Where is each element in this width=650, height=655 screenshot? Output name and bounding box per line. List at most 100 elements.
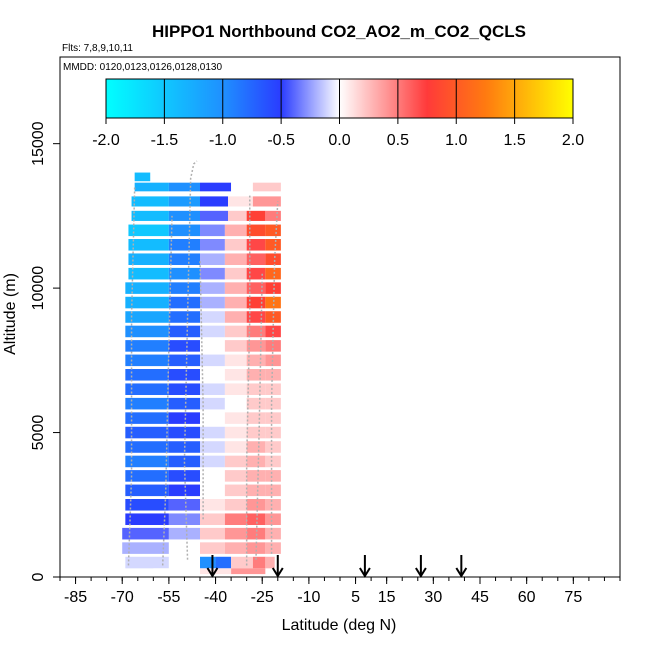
heatmap-cell [246, 224, 266, 237]
heatmap-cell [265, 426, 281, 439]
flight-track [161, 215, 173, 566]
heatmap-cell [200, 253, 225, 265]
heatmap-cell [265, 325, 281, 338]
x-tick-label: 5 [351, 589, 360, 606]
heatmap-cell [265, 542, 281, 554]
heatmap-cell [200, 239, 225, 251]
heatmap-cell [125, 412, 169, 424]
heatmap-cell [252, 182, 281, 192]
heatmap-cell [224, 340, 247, 352]
heatmap-cell [224, 282, 247, 294]
heatmap-cell [168, 542, 200, 554]
colorbar-tick-label: 1.0 [445, 132, 467, 149]
x-axis-title: Latitude (deg N) [282, 617, 397, 634]
heatmap-cell [252, 556, 266, 569]
x-tick-label: 60 [518, 589, 536, 606]
heatmap-cell [224, 441, 247, 453]
colorbar-tick-label: -1.0 [209, 132, 237, 149]
colorbar-tick-label: 2.0 [562, 132, 584, 149]
y-tick-label: 0 [30, 572, 47, 581]
heatmap-cell [224, 527, 247, 540]
heatmap-cell [134, 172, 151, 182]
heatmap-cell [125, 513, 169, 525]
colorbar-tick-label: 1.5 [504, 132, 526, 149]
heatmap-cell [200, 311, 225, 323]
heatmap-cell [246, 484, 266, 497]
heatmap-cell [246, 267, 266, 280]
heatmap-cell [168, 412, 200, 424]
heatmap-cell [265, 397, 281, 410]
heatmap-cell [125, 455, 169, 468]
heatmap-cell [246, 239, 266, 251]
heatmap-cell [168, 210, 200, 221]
heatmap-cell [246, 354, 266, 367]
heatmap-cell [265, 441, 281, 453]
profile-arrow-head [206, 567, 219, 578]
heatmap-cell [125, 325, 169, 338]
heatmap-cell [215, 556, 232, 569]
heatmap-cell [125, 369, 169, 381]
heatmap-cell [224, 513, 247, 525]
heatmap-cell [246, 383, 266, 395]
heatmap-cell [200, 426, 225, 439]
heatmap-cell [125, 296, 169, 309]
heatmap-cell [224, 412, 247, 424]
heatmap-cell [128, 267, 169, 280]
heatmap-cell [125, 426, 169, 439]
x-tick-label: 15 [378, 589, 396, 606]
colorbar-tick-label: -1.5 [151, 132, 179, 149]
heatmap-cell [246, 470, 266, 482]
heatmap-cell [125, 354, 169, 367]
heatmap-cell [224, 311, 247, 323]
profile-arrow-head [359, 567, 371, 578]
heatmap-cell [200, 282, 225, 294]
heatmap-cell [246, 412, 266, 424]
heatmap-cell [122, 542, 169, 554]
heatmap-cell [200, 412, 225, 424]
heatmap-cell [265, 369, 281, 381]
heatmap-cell [246, 210, 266, 221]
heatmap-cell [168, 484, 200, 497]
heatmap-cell [228, 196, 253, 207]
heatmap-cell [168, 354, 200, 367]
heatmap-cell [224, 239, 247, 251]
heatmap-cell [246, 253, 266, 265]
heatmap-cell [200, 484, 225, 497]
heatmap-cell [228, 210, 247, 221]
heatmap-cell [224, 397, 247, 410]
heatmap-cell [224, 224, 247, 237]
flights-label: Flts: 7,8,9,10,11 [62, 43, 133, 54]
heatmap-cell [153, 568, 200, 575]
heatmap-cell [125, 397, 169, 410]
x-tick-label: -85 [64, 589, 87, 606]
heatmap-cell [224, 369, 247, 381]
heatmap-cell [168, 196, 200, 207]
heatmap-cell [128, 224, 169, 237]
heatmap-cell [231, 556, 253, 569]
x-tick-label: -40 [204, 589, 227, 606]
profile-arrow-head [415, 567, 427, 578]
heatmap-cell [200, 455, 225, 468]
heatmap-cell [168, 527, 200, 540]
heatmap-cell [265, 267, 281, 280]
axes: -85 -70 -55 -40 -25 -10 5 15 30 45 60 75 0 5000 10000 1… [30, 56, 621, 606]
heatmap-cell [125, 470, 169, 482]
heatmap-cell [265, 455, 281, 468]
heatmap-cell [224, 499, 247, 511]
heatmap-cell [200, 441, 225, 453]
heatmap-cell [168, 253, 200, 265]
flight-tracks-layer [127, 160, 279, 566]
heatmap-cell [168, 224, 200, 237]
flight-track [183, 160, 198, 560]
heatmap-cell [125, 499, 169, 511]
flight-track [127, 186, 136, 566]
heatmap-cell [122, 527, 169, 540]
heatmap-cell [200, 499, 225, 511]
heatmap-cell [224, 325, 247, 338]
x-tick-label: -10 [297, 589, 320, 606]
heatmap-cell [265, 470, 281, 482]
heatmap-cell [168, 267, 200, 280]
heatmap-cell [168, 325, 200, 338]
heatmap-cell [134, 182, 169, 192]
